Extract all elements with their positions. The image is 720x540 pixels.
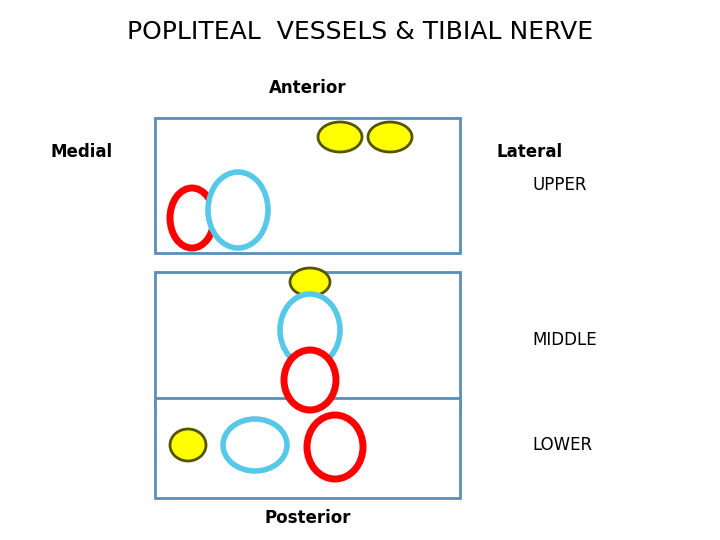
Bar (155, 272, 460, 407)
Ellipse shape (368, 122, 412, 152)
Ellipse shape (170, 429, 206, 461)
Text: MIDDLE: MIDDLE (532, 331, 597, 349)
Text: Posterior: Posterior (265, 509, 351, 527)
Ellipse shape (290, 268, 330, 296)
Text: POPLITEAL  VESSELS & TIBIAL NERVE: POPLITEAL VESSELS & TIBIAL NERVE (127, 20, 593, 44)
Text: LOWER: LOWER (532, 436, 592, 454)
Text: Medial: Medial (51, 143, 113, 161)
Ellipse shape (307, 415, 363, 479)
Ellipse shape (280, 294, 340, 366)
Ellipse shape (170, 188, 214, 248)
Ellipse shape (208, 172, 268, 248)
Ellipse shape (284, 350, 336, 410)
Text: UPPER: UPPER (532, 176, 587, 194)
Text: Anterior: Anterior (269, 79, 347, 97)
Bar (155, 118, 460, 253)
Ellipse shape (223, 419, 287, 471)
Ellipse shape (318, 122, 362, 152)
Text: Lateral: Lateral (497, 143, 563, 161)
Bar (155, 398, 460, 498)
